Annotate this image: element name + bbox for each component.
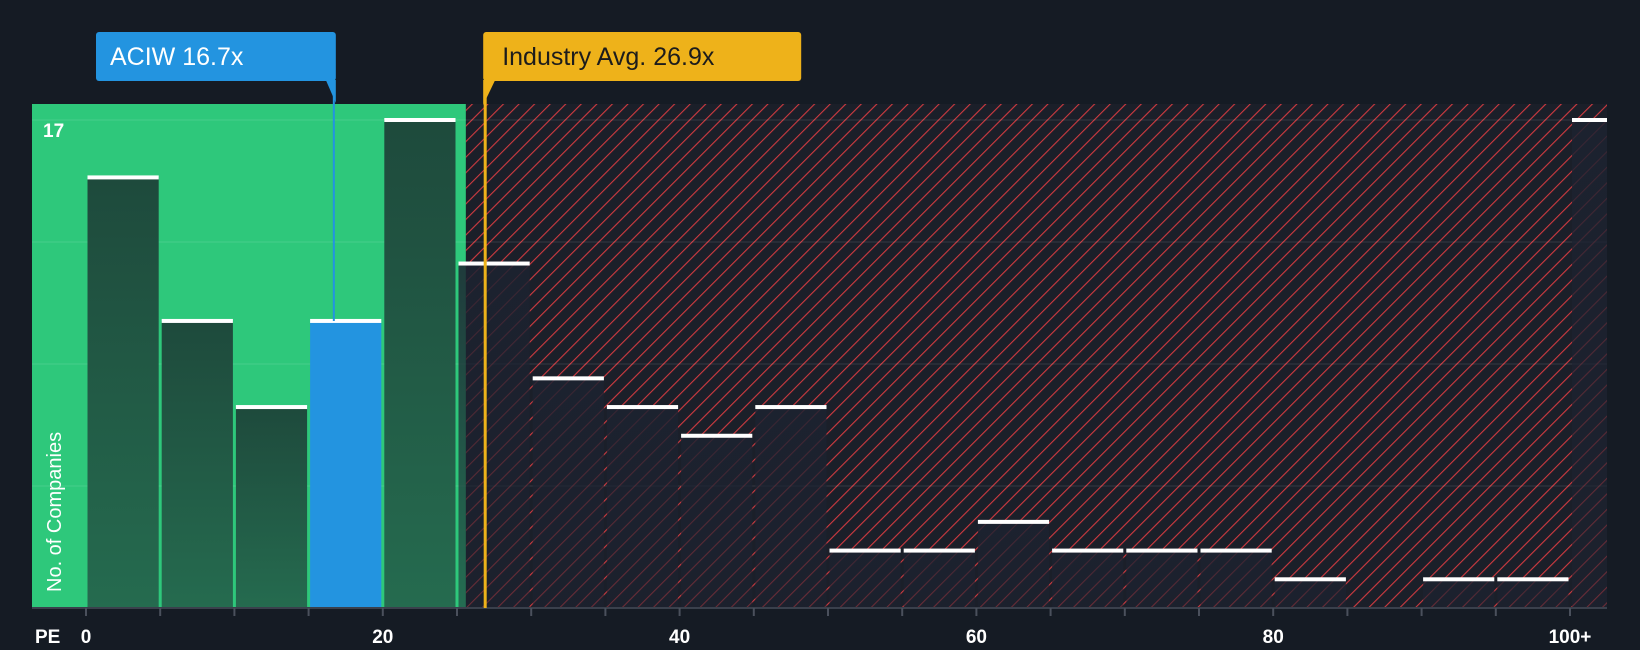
bar xyxy=(235,407,308,608)
bar xyxy=(1126,550,1198,608)
company-callout xyxy=(96,32,336,81)
bar-cap xyxy=(1126,548,1198,553)
x-tick-label: 60 xyxy=(966,627,987,648)
bar-cap xyxy=(1572,118,1607,122)
bar xyxy=(681,435,753,608)
industry-avg-callout-label: Industry Avg. 26.9x xyxy=(502,43,715,71)
x-tick-label: 0 xyxy=(81,627,92,648)
bar-cap xyxy=(87,175,159,180)
bar xyxy=(1497,579,1569,608)
bar-cap xyxy=(235,405,308,410)
bar xyxy=(755,407,827,608)
x-tick-label: 100+ xyxy=(1549,627,1592,648)
x-tick-label: 40 xyxy=(669,627,690,648)
bar xyxy=(606,407,679,608)
bar xyxy=(1423,579,1495,608)
bar-cap xyxy=(310,318,382,323)
bar-cap xyxy=(755,405,827,410)
bar xyxy=(384,120,456,608)
bar-company-bin xyxy=(310,320,382,608)
bar-cap xyxy=(384,118,456,122)
bar xyxy=(977,521,1050,608)
bar xyxy=(161,320,233,608)
bar xyxy=(829,550,901,608)
bar xyxy=(1274,579,1346,608)
y-axis-title: No. of Companies xyxy=(44,432,66,592)
bar-cap xyxy=(903,548,975,553)
bar-cap xyxy=(1052,548,1124,553)
bar-cap xyxy=(977,519,1050,524)
bar-cap xyxy=(458,261,530,266)
bar xyxy=(532,378,604,608)
x-axis-title: PE xyxy=(35,627,60,648)
bar xyxy=(1200,550,1272,608)
bar-cap xyxy=(681,433,753,438)
x-tick-label: 80 xyxy=(1263,627,1284,648)
y-axis-top-label: 17 xyxy=(43,121,64,142)
bar xyxy=(1052,550,1124,608)
x-axis-ticks: 0 20 40 60 80 100+ xyxy=(81,608,1592,648)
bar-cap xyxy=(161,318,233,323)
bar-cap xyxy=(532,376,604,381)
industry-avg-callout xyxy=(483,32,802,81)
bar xyxy=(87,177,159,609)
company-callout-pointer xyxy=(325,80,336,103)
histogram-bars xyxy=(87,118,1607,609)
bar xyxy=(458,263,530,608)
x-tick-label: 20 xyxy=(372,627,393,648)
bar-cap xyxy=(1274,577,1346,582)
bar-cap xyxy=(606,405,679,410)
industry-callout-pointer xyxy=(483,80,496,105)
company-callout-label: ACIW 16.7x xyxy=(110,43,244,71)
bar-cap xyxy=(829,548,901,553)
bar xyxy=(903,550,975,608)
bar xyxy=(1572,120,1607,608)
bar-cap xyxy=(1423,577,1495,582)
bar-cap xyxy=(1497,577,1569,582)
bar-cap xyxy=(1200,548,1272,553)
